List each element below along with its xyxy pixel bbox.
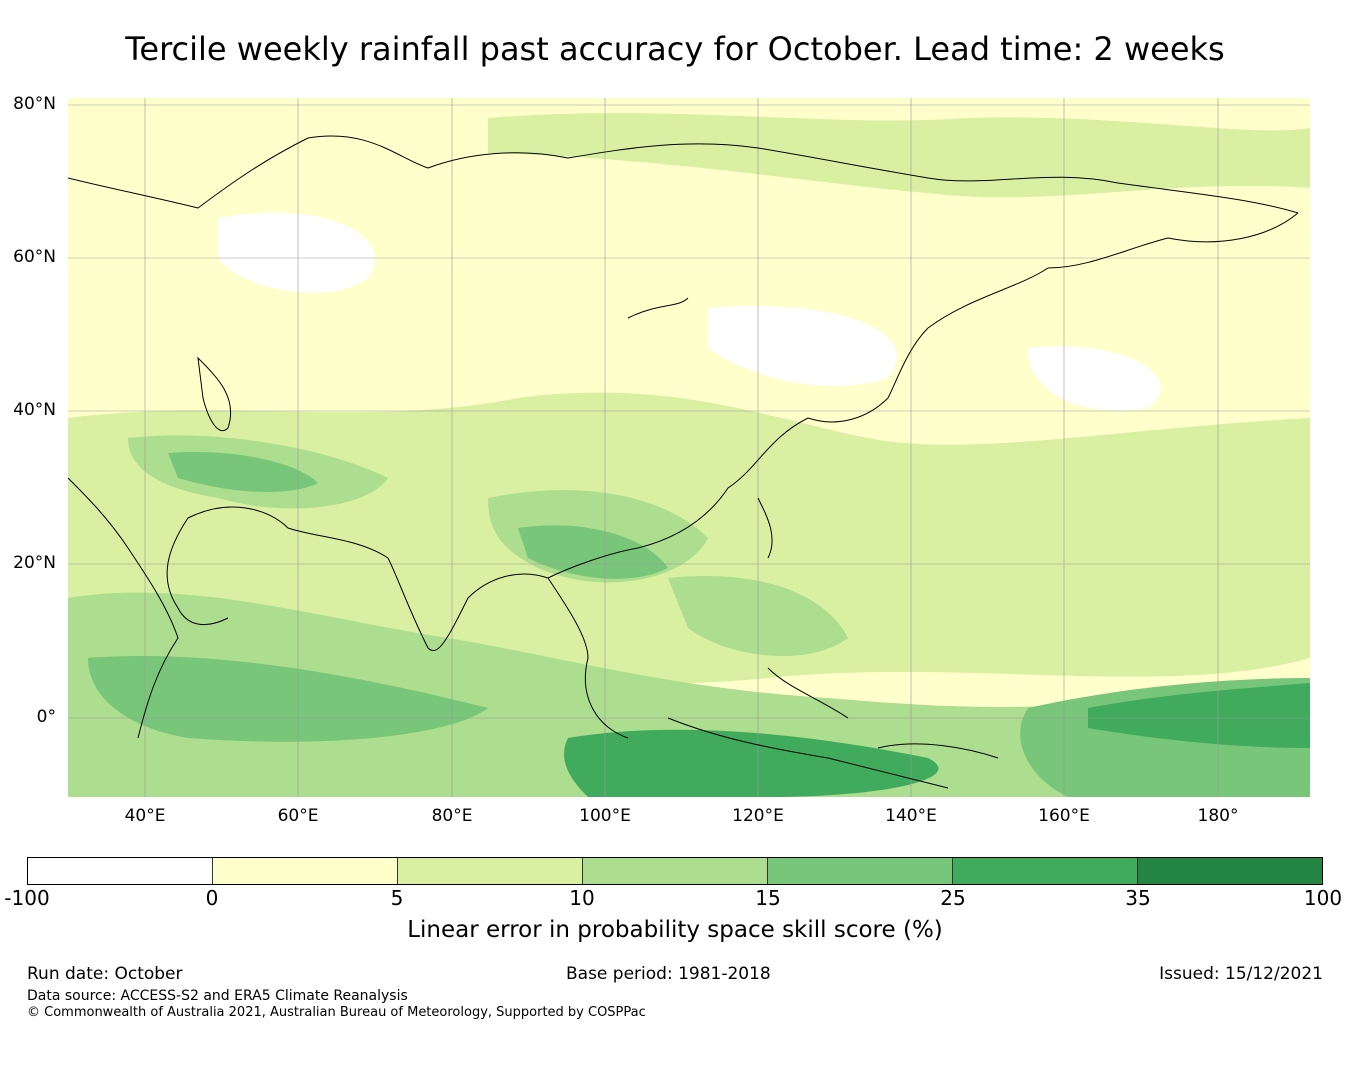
copyright: © Commonwealth of Australia 2021, Austra… [27,1005,646,1020]
colorbar-tick: 35 [1125,886,1151,910]
lon-label: 40°E [124,806,166,826]
issued-date: Issued: 15/12/2021 [1159,964,1323,984]
colorbar-tick: 10 [569,886,595,910]
skill-score-map [68,98,1310,797]
colorbar-tick: 25 [940,886,966,910]
colorbar-segment [28,858,213,884]
lon-label: 140°E [885,806,937,826]
colorbar-segment [213,858,398,884]
lon-label: 100°E [579,806,631,826]
lon-label: 160°E [1038,806,1090,826]
lon-label: 80°E [431,806,473,826]
colorbar-tick: 5 [390,886,404,910]
colorbar-tick: 100 [1303,886,1343,910]
colorbar-label: Linear error in probability space skill … [407,917,943,943]
lat-label: 0° [36,707,56,727]
colorbar-segment [953,858,1138,884]
map-canvas [68,98,1310,797]
colorbar-tick: -100 [4,886,50,910]
lon-label: 60°E [277,806,319,826]
colorbar-tick: 15 [755,886,781,910]
run-date: Run date: October [27,964,183,984]
colorbar-tick: 0 [205,886,219,910]
colorbar-segment [768,858,953,884]
lat-label: 60°N [13,247,56,267]
lat-label: 20°N [13,553,56,573]
colorbar-segment [1138,858,1322,884]
colorbar [27,857,1323,885]
data-source: Data source: ACCESS-S2 and ERA5 Climate … [27,988,408,1004]
lon-label: 120°E [732,806,784,826]
skill-shading [68,113,1310,797]
coastlines [68,135,1299,789]
colorbar-segment [583,858,768,884]
lat-label: 40°N [13,400,56,420]
base-period: Base period: 1981-2018 [566,964,771,984]
lon-label: 180° [1197,806,1239,826]
colorbar-segment [398,858,583,884]
graticule [68,98,1310,797]
map-title: Tercile weekly rainfall past accuracy fo… [125,30,1225,68]
lat-label: 80°N [13,94,56,114]
